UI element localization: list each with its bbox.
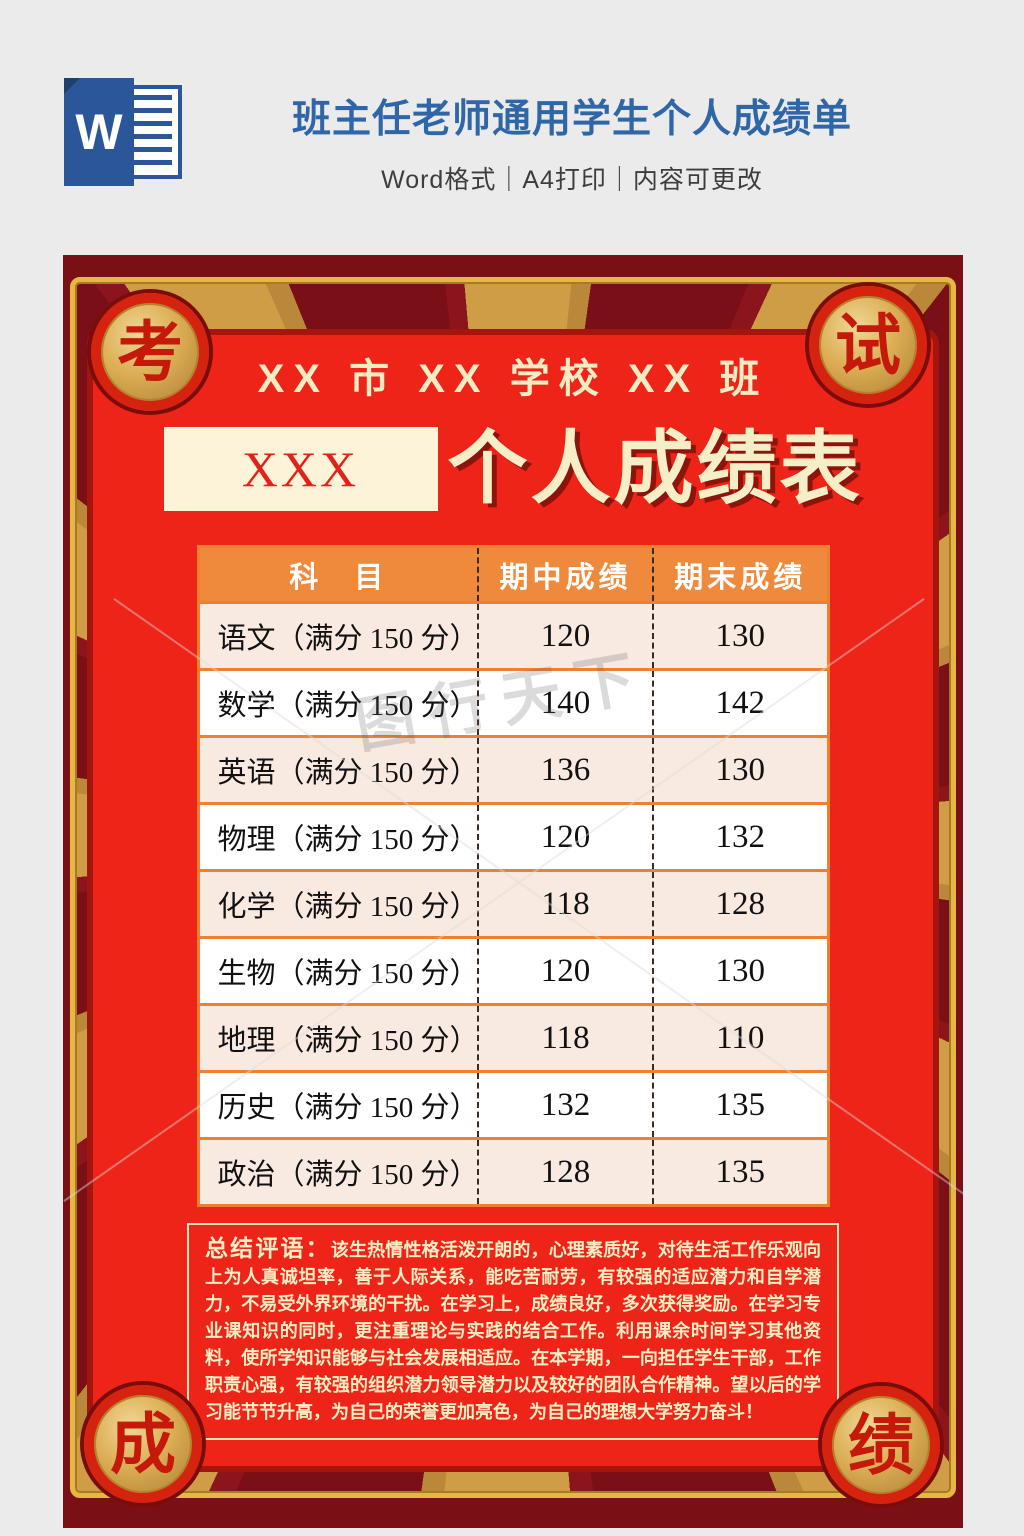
midterm-score-cell: 128 [477, 1137, 653, 1206]
table-row: 历史（满分 150 分） 132 135 [198, 1070, 828, 1139]
midterm-score-cell: 140 [477, 668, 653, 737]
table-row: 语文（满分 150 分） 120 130 [198, 601, 828, 670]
midterm-score-cell: 132 [477, 1070, 653, 1139]
subject-cell: 物理（满分 150 分） [198, 802, 479, 871]
table-row: 英语（满分 150 分） 136 130 [198, 735, 828, 804]
column-header: 期中成绩 [477, 546, 653, 603]
badge-exam-char-2: 试 [809, 286, 927, 404]
final-score-cell: 130 [652, 936, 828, 1005]
midterm-score-cell: 120 [477, 936, 653, 1005]
final-score-cell: 130 [652, 735, 828, 804]
midterm-score-cell: 120 [477, 802, 653, 871]
subject-cell: 化学（满分 150 分） [198, 869, 479, 938]
score-sheet-poster: XX 市 XX 学校 XX 班 XXX 个人成绩表 科 目期中成绩 期末成绩 语文… [63, 255, 963, 1528]
midterm-score-cell: 136 [477, 735, 653, 804]
table-row: 化学（满分 150 分） 118 128 [198, 869, 828, 938]
midterm-score-cell: 120 [477, 601, 653, 670]
score-table-header-row: 科 目期中成绩 期末成绩 [198, 546, 828, 603]
midterm-score-cell: 118 [477, 1003, 653, 1072]
comment-text: 该生热情性格活泼开朗的，心理素质好，对待生活工作乐观向上为人真诚坦率，善于人际关… [205, 1240, 822, 1422]
column-header: 科 目 [198, 546, 478, 603]
subject-cell: 数学（满分 150 分） [198, 668, 479, 737]
word-file-icon: W [64, 78, 184, 186]
score-table-body: 语文（满分 150 分） 120 130 数学（满分 150 分） 140 142 英语（满… [198, 601, 828, 1206]
final-score-cell: 132 [652, 802, 828, 871]
final-score-cell: 128 [652, 869, 828, 938]
final-score-cell: 110 [652, 1003, 828, 1072]
final-score-cell: 135 [652, 1070, 828, 1139]
page-title: 班主任老师通用学生个人成绩单 [291, 98, 852, 141]
table-row: 政治（满分 150 分） 128 135 [198, 1137, 828, 1206]
poster-main-title: 个人成绩表 [447, 424, 863, 513]
word-icon-cover: W [64, 78, 134, 186]
student-name-placeholder: XXX [241, 441, 360, 497]
page-subtitle: Word格式｜A4打印｜内容可更改 [381, 166, 763, 194]
student-name-box: XXX [163, 427, 438, 511]
table-row: 地理（满分 150 分） 118 110 [198, 1003, 828, 1072]
red-panel: XX 市 XX 学校 XX 班 XXX 个人成绩表 科 目期中成绩 期末成绩 语文… [87, 329, 939, 1472]
word-icon-text-lines [127, 95, 172, 169]
summary-comment-box: 总结评语：该生热情性格活泼开朗的，心理素质好，对待生活工作乐观向上为人真诚坦率，… [187, 1223, 839, 1440]
score-table: 科 目期中成绩 期末成绩 语文（满分 150 分） 120 130 数学（满分 150 … [196, 545, 830, 1207]
badge-exam-char-1: 考 [91, 293, 209, 411]
final-score-cell: 142 [652, 668, 828, 737]
poster-title-row: XXX 个人成绩表 [93, 427, 933, 511]
subject-cell: 生物（满分 150 分） [198, 936, 479, 1005]
badge-score-char-2: 绩 [822, 1386, 940, 1504]
table-row: 物理（满分 150 分） 120 132 [198, 802, 828, 871]
midterm-score-cell: 118 [477, 869, 653, 938]
preview-header: W 班主任老师通用学生个人成绩单 Word格式｜A4打印｜内容可更改 [0, 0, 1024, 255]
final-score-cell: 135 [652, 1137, 828, 1206]
badge-score-char-1: 成 [84, 1385, 202, 1503]
subject-cell: 历史（满分 150 分） [198, 1070, 479, 1139]
word-icon-letter: W [75, 104, 123, 160]
column-header: 期末成绩 [652, 546, 828, 603]
subject-cell: 政治（满分 150 分） [198, 1137, 479, 1206]
school-class-line: XX 市 XX 学校 XX 班 [257, 357, 769, 401]
table-row: 数学（满分 150 分） 140 142 [198, 668, 828, 737]
table-row: 生物（满分 150 分） 120 130 [198, 936, 828, 1005]
final-score-cell: 130 [652, 601, 828, 670]
subject-cell: 英语（满分 150 分） [198, 735, 479, 804]
subject-cell: 地理（满分 150 分） [198, 1003, 479, 1072]
subject-cell: 语文（满分 150 分） [198, 601, 479, 670]
comment-label: 总结评语： [205, 1235, 331, 1261]
